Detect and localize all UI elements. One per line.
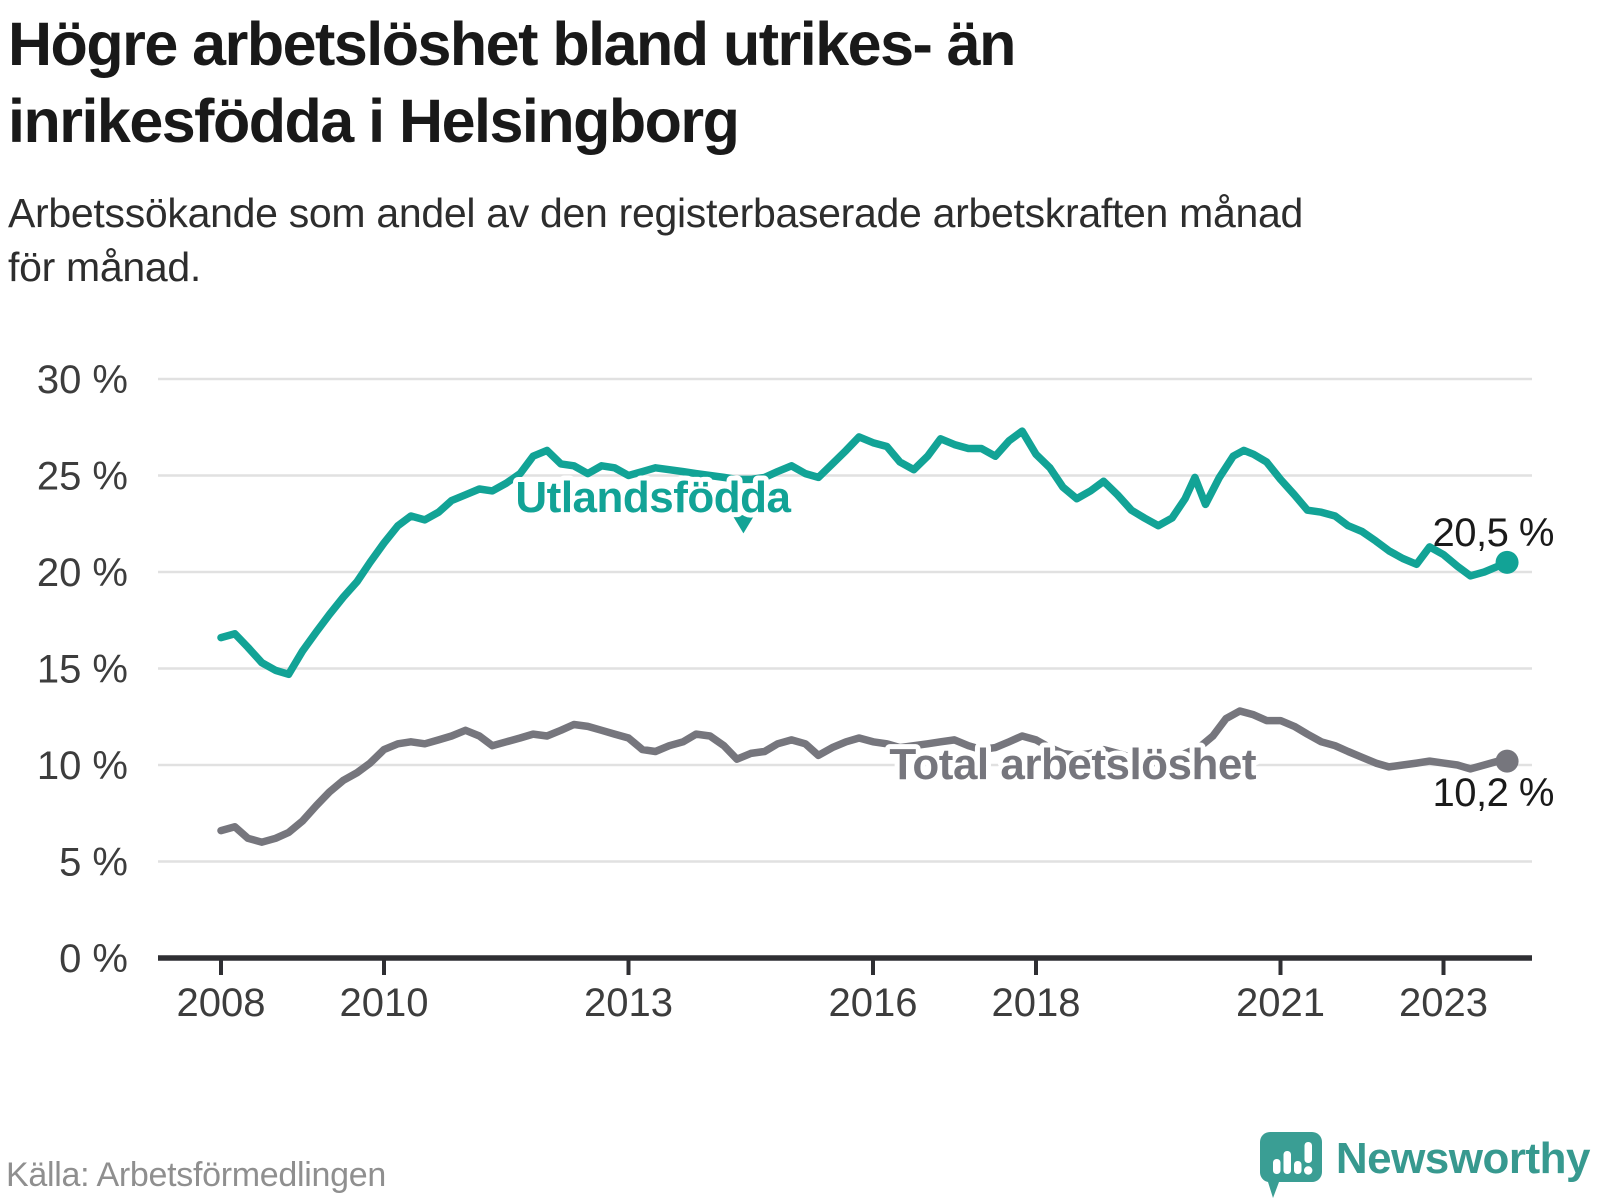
chart-title: Högre arbetslöshet bland utrikes- än inr…: [8, 6, 1568, 160]
end-value-label-total: 10,2 %: [1432, 771, 1554, 815]
series-end-dot-total: [1495, 749, 1519, 773]
series-label-total: Total arbetslöshet: [889, 740, 1257, 789]
newsworthy-logo-icon: [1259, 1132, 1322, 1198]
chart-title-line2: inrikesfödda i Helsingborg: [8, 87, 740, 155]
x-tick-label-2021: 2021: [1236, 981, 1325, 1025]
y-tick-label-10: 10 %: [37, 744, 128, 788]
x-tick-label-2013: 2013: [584, 981, 673, 1025]
y-tick-label-5: 5 %: [59, 841, 128, 885]
logo-bar-1: [1272, 1159, 1281, 1174]
series-line-total: [217, 707, 1511, 846]
chart-title-line1: Högre arbetslöshet bland utrikes- än: [8, 10, 1016, 78]
y-tick-label-20: 20 %: [37, 551, 128, 595]
logo-bar-3: [1293, 1161, 1302, 1174]
chart-subtitle-line1: Arbetssökande som andel av den registerb…: [8, 190, 1303, 236]
y-tick-label-0: 0 %: [59, 937, 128, 981]
logo-exclamation-dot: [1303, 1166, 1313, 1175]
series-end-dot-utlandsfodda: [1495, 550, 1519, 574]
brand-name: Newsworthy: [1335, 1134, 1591, 1183]
series-line-utlandsfodda: [217, 427, 1511, 679]
logo-bar-2: [1283, 1151, 1291, 1174]
brand-lockup: Newsworthy: [1259, 1118, 1591, 1200]
end-value-label-utlandsfodda: 20,5 %: [1432, 511, 1554, 555]
x-tick-label-2018: 2018: [992, 981, 1081, 1025]
x-tick-label-2023: 2023: [1399, 981, 1488, 1025]
y-tick-label-30: 30 %: [37, 358, 128, 402]
source-note: Källa: Arbetsförmedlingen: [6, 1156, 386, 1194]
chart-subtitle: Arbetssökande som andel av den registerb…: [8, 186, 1568, 294]
chart-subtitle-line2: för månad.: [8, 244, 201, 290]
y-tick-label-25: 25 %: [37, 455, 128, 499]
logo-exclamation-bar: [1304, 1142, 1312, 1163]
x-tick-label-2008: 2008: [177, 981, 266, 1025]
y-tick-label-15: 15 %: [37, 648, 128, 692]
x-tick-label-2010: 2010: [340, 981, 429, 1025]
x-tick-label-2016: 2016: [829, 981, 918, 1025]
series-label-utlandsfodda: Utlandsfödda: [515, 473, 791, 522]
series-label-arrow-utlandsfodda: [732, 515, 755, 534]
